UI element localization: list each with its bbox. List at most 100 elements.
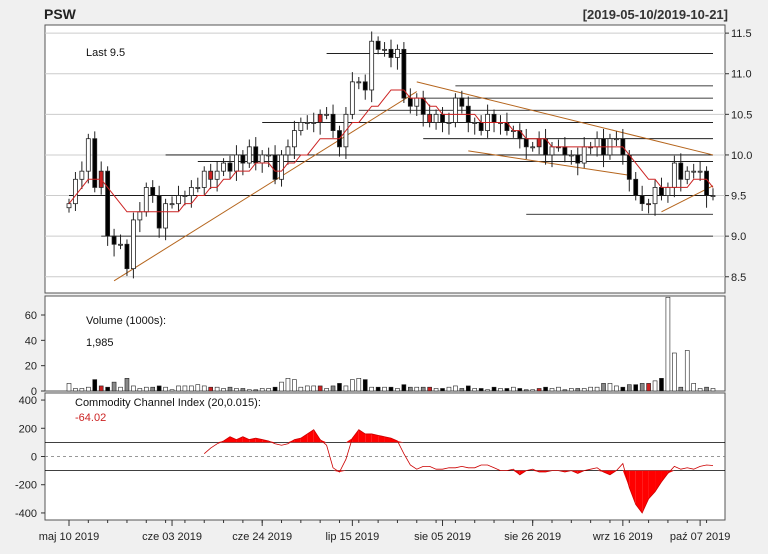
cci-panel: -400 -200 0 200 400 xyxy=(15,392,726,521)
volume-bar xyxy=(536,388,542,392)
volume-bar xyxy=(665,296,671,392)
cci-oversold-area xyxy=(642,470,649,513)
candle-body xyxy=(182,195,188,197)
candle-body xyxy=(324,113,329,116)
volume-bar xyxy=(453,385,458,392)
candle-body xyxy=(150,187,156,196)
candle-body xyxy=(137,211,143,221)
candle-body xyxy=(240,154,246,164)
candle-body xyxy=(491,113,497,123)
volume-bar xyxy=(111,381,117,392)
moving-average-line xyxy=(68,89,714,213)
volume-bar xyxy=(652,380,658,392)
volume-bar xyxy=(704,386,709,392)
volume-bar xyxy=(517,388,523,392)
candle-body xyxy=(304,122,310,124)
volume-bar xyxy=(259,388,265,392)
volume-bar xyxy=(221,388,226,392)
candle-body xyxy=(575,154,581,164)
price-panel: 8.5 9.0 9.5 10.0 10.5 11.0 11.5 xyxy=(44,24,752,294)
candle-body xyxy=(433,113,439,123)
candle-body xyxy=(272,154,278,180)
volume-bar xyxy=(98,385,104,392)
cci-title: Commodity Channel Index (20,0.015): xyxy=(75,397,261,409)
trend-line xyxy=(416,81,714,156)
volume-bar xyxy=(465,385,471,392)
candle-body xyxy=(227,162,233,172)
price-panel-frame xyxy=(44,24,726,294)
volume-panel: 0 20 40 60 xyxy=(25,295,726,398)
volume-bar xyxy=(530,389,535,392)
volume-tick-label: 20 xyxy=(25,361,37,373)
volume-bar xyxy=(343,385,349,392)
candle-body xyxy=(704,170,709,196)
candle-body xyxy=(691,170,697,173)
x-tick-label: paź 07 2019 xyxy=(670,531,731,543)
volume-bar xyxy=(369,386,374,392)
volume-bar xyxy=(575,388,581,392)
candle-body xyxy=(208,170,214,180)
volume-bar xyxy=(253,389,259,392)
candle-body xyxy=(549,146,555,156)
candle-body xyxy=(659,187,664,196)
cci-tick-label: 200 xyxy=(19,423,37,435)
volume-bar xyxy=(124,378,130,392)
candle-body xyxy=(111,235,117,245)
candle-body xyxy=(388,48,394,58)
cci-oversold-area xyxy=(629,470,636,505)
cci-line xyxy=(203,429,714,514)
price-tick-label: 9.0 xyxy=(731,231,746,243)
candle-body xyxy=(330,113,336,131)
volume-bar xyxy=(633,384,639,392)
candle-body xyxy=(478,122,484,131)
volume-bar xyxy=(240,388,246,392)
cci-overbought-area xyxy=(365,433,372,443)
candle-body xyxy=(639,195,645,205)
candle-body xyxy=(395,48,400,58)
candle-body xyxy=(684,170,690,180)
x-tick-label: lip 15 2019 xyxy=(325,531,379,543)
trend-line xyxy=(113,91,418,282)
candle-body xyxy=(221,162,226,172)
candle-body xyxy=(85,138,91,172)
candle-body xyxy=(459,97,465,107)
volume-bar xyxy=(214,386,220,392)
chart-date-range: [2019-05-10/2019-10-21] xyxy=(583,7,728,22)
candle-body xyxy=(176,195,181,205)
volume-bar xyxy=(569,388,574,392)
candle-body xyxy=(66,203,72,209)
candle-body xyxy=(195,187,201,189)
volume-bar xyxy=(92,379,98,392)
volume-bar xyxy=(420,386,426,392)
volume-bar xyxy=(691,383,696,392)
cci-overbought-area xyxy=(236,436,243,443)
volume-bar xyxy=(395,388,400,392)
cci-oversold-area xyxy=(655,470,662,492)
candle-body xyxy=(298,122,304,131)
volume-bar xyxy=(556,386,561,392)
volume-bar xyxy=(86,386,91,392)
candle-body xyxy=(671,162,677,188)
candle-body xyxy=(362,81,368,91)
candle-body xyxy=(369,40,375,91)
volume-bar xyxy=(143,386,149,392)
volume-bar xyxy=(266,388,271,392)
volume-bar xyxy=(543,386,548,392)
volume-last-value: 1,985 xyxy=(86,337,114,349)
candle-body xyxy=(259,154,265,164)
cci-tick-label: -200 xyxy=(15,480,37,492)
price-tick-label: 8.5 xyxy=(731,272,746,284)
price-tick-label: 11.5 xyxy=(731,28,752,40)
volume-bar xyxy=(208,386,213,392)
volume-bar xyxy=(440,388,445,392)
candle-body xyxy=(234,154,239,172)
candle-body xyxy=(317,113,323,123)
x-tick-label: maj 10 2019 xyxy=(39,531,100,543)
candle-body xyxy=(188,187,194,196)
volume-bar xyxy=(105,386,110,392)
cci-oversold-area xyxy=(635,470,643,513)
volume-bar xyxy=(523,389,529,392)
candle-body xyxy=(279,154,284,180)
candle-body xyxy=(633,178,639,196)
